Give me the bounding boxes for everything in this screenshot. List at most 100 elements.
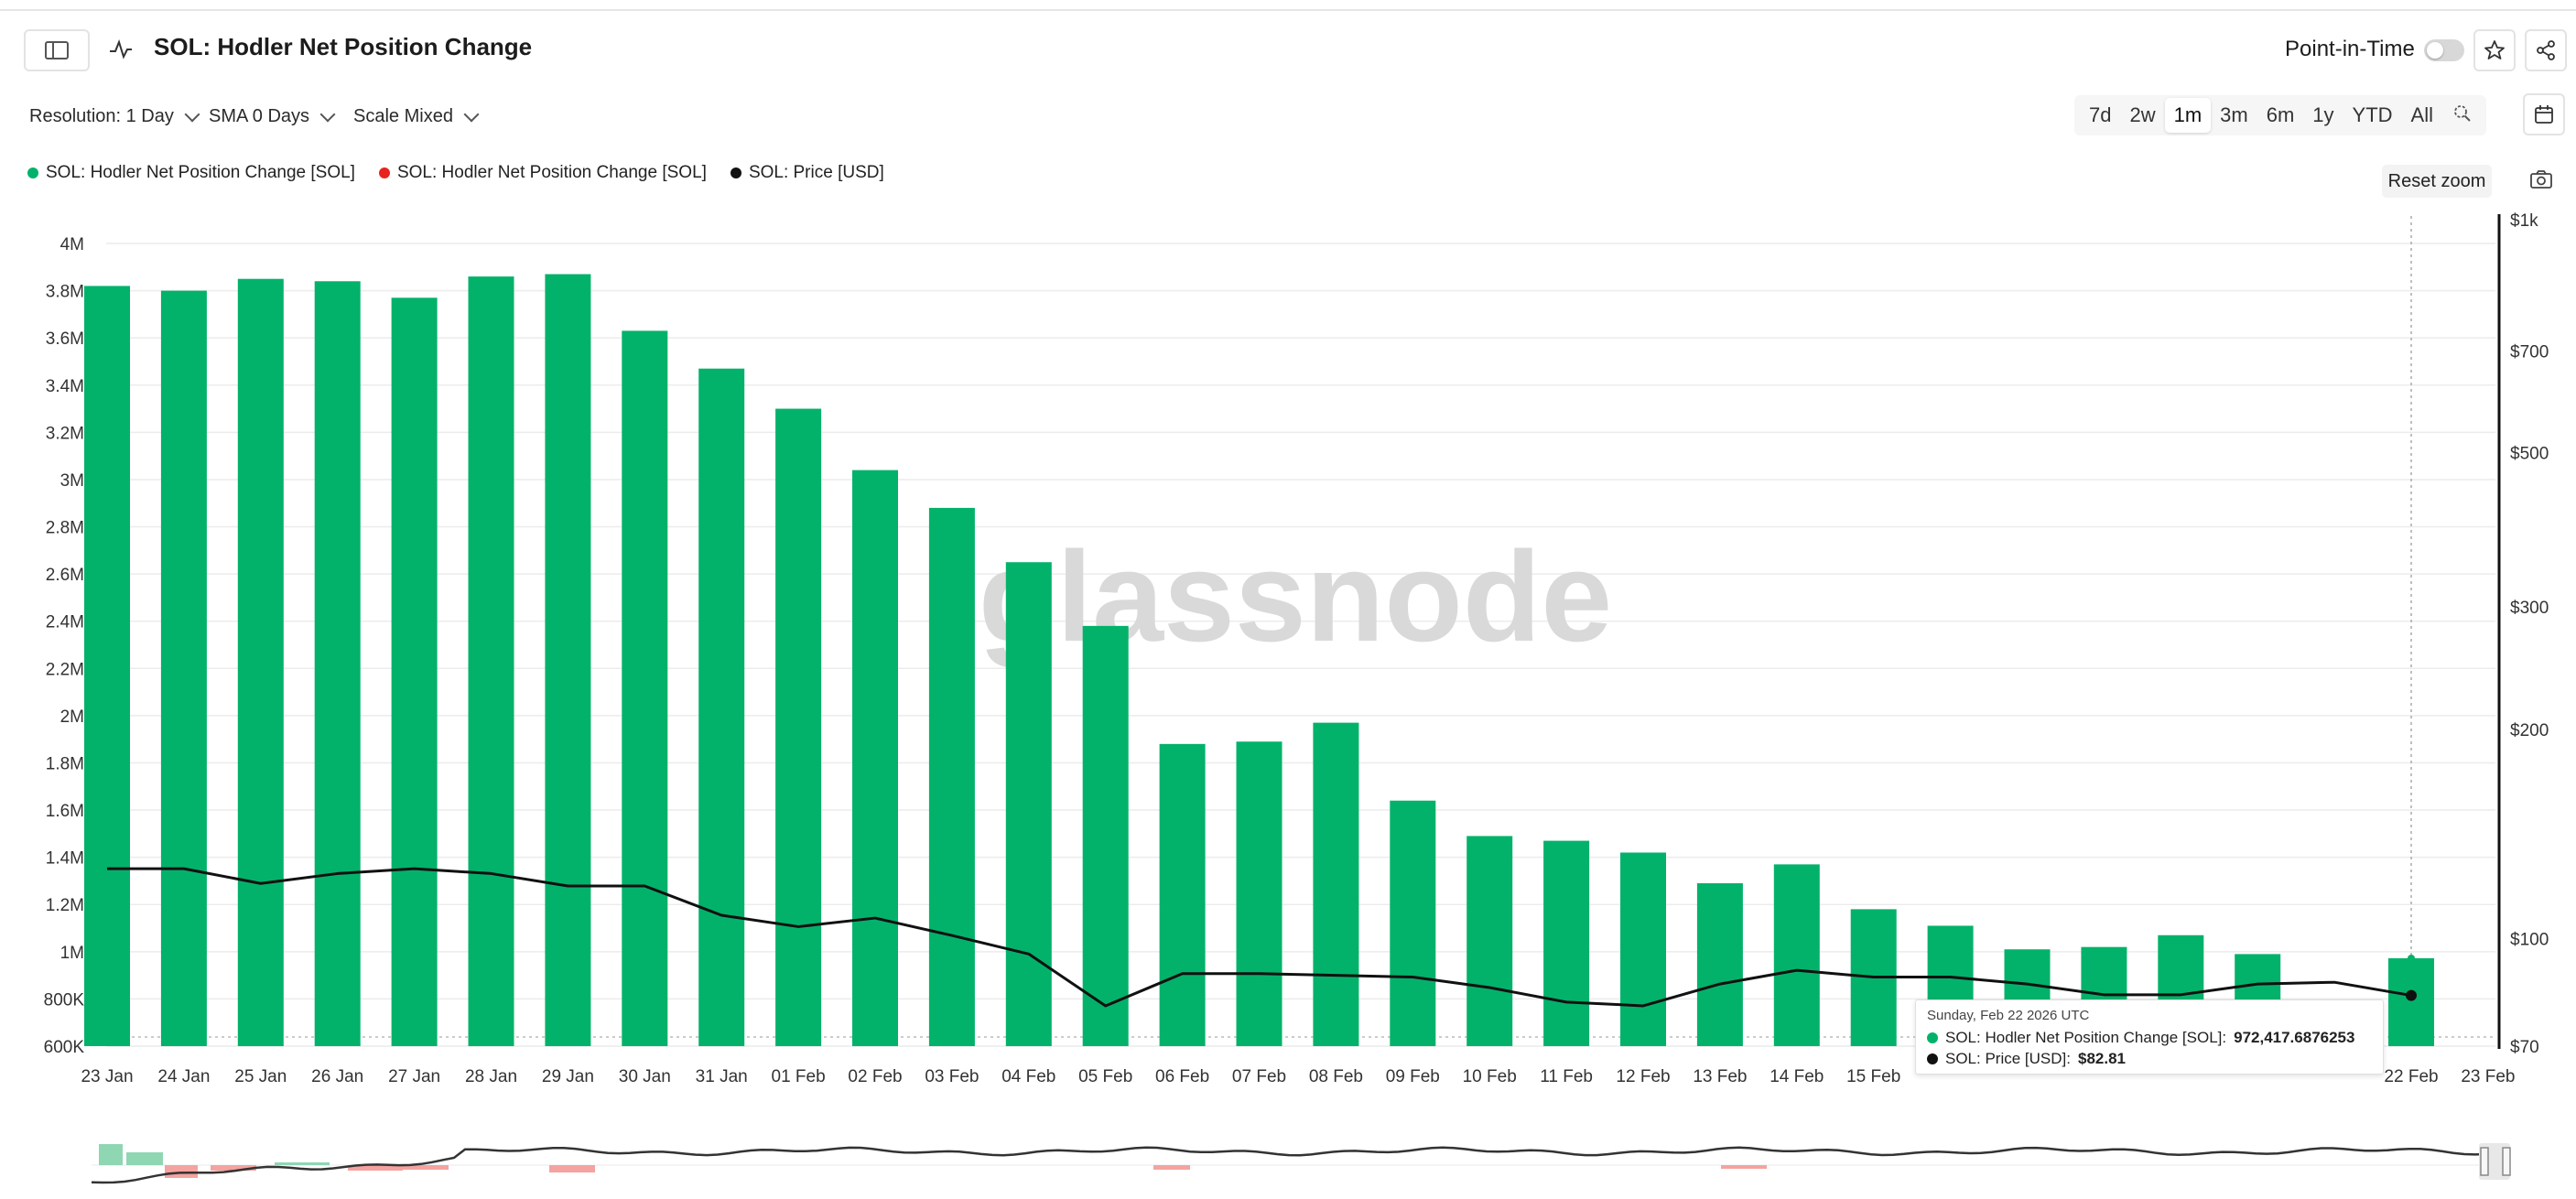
tooltip-price-value: $82.81 — [2077, 1050, 2126, 1067]
y-left-tick-label: 1M — [60, 944, 84, 963]
y-right-tick-label: $100 — [2510, 930, 2549, 949]
tooltip-dot-black — [1927, 1053, 1938, 1064]
y-left-tick-label: 3M — [60, 471, 84, 491]
y-left-tick-label: 3.8M — [46, 283, 84, 302]
reset-zoom-button[interactable]: Reset zoom — [2382, 165, 2492, 198]
bar — [1390, 800, 1436, 1046]
navigator-handle-left — [2480, 1147, 2489, 1176]
range-all[interactable]: All — [2410, 103, 2433, 126]
bar — [622, 330, 668, 1046]
x-tick-label: 22 Feb — [2384, 1067, 2438, 1086]
y-left-tick-label: 600K — [44, 1038, 85, 1057]
calendar-icon — [2535, 105, 2553, 124]
x-tick-label: 12 Feb — [1616, 1067, 1670, 1086]
navigator-bar — [1721, 1165, 1767, 1169]
bar — [391, 297, 438, 1046]
range-ytd[interactable]: YTD — [2352, 103, 2393, 126]
navigator-handle-right — [2502, 1147, 2511, 1176]
x-tick-label: 23 Jan — [81, 1067, 133, 1086]
bar — [1005, 562, 1052, 1046]
x-tick-label: 30 Jan — [619, 1067, 671, 1086]
x-tick-label: 24 Jan — [157, 1067, 210, 1086]
legend-item-net-negative[interactable]: SOL: Hodler Net Position Change [SOL] — [378, 163, 707, 183]
legend-dot-green — [27, 167, 38, 178]
sma-select[interactable]: SMA 0 Days — [209, 106, 336, 127]
x-tick-label: 06 Feb — [1155, 1067, 1209, 1086]
bar — [1236, 741, 1283, 1046]
range-2w[interactable]: 2w — [2129, 103, 2156, 126]
zoom-select-button[interactable] — [2442, 97, 2481, 134]
y-left-tick-label: 2.2M — [46, 660, 84, 679]
y-left-tick-label: 800K — [44, 990, 85, 1010]
range-1y[interactable]: 1y — [2312, 103, 2334, 126]
x-tick-label: 09 Feb — [1386, 1067, 1440, 1086]
x-tick-label: 28 Jan — [465, 1067, 517, 1086]
chart-legend: SOL: Hodler Net Position Change [SOL] SO… — [27, 163, 884, 183]
tooltip-row-net: SOL: Hodler Net Position Change [SOL]: 9… — [1927, 1029, 2372, 1047]
bar — [775, 408, 822, 1046]
camera-icon — [2530, 170, 2552, 189]
x-tick-label: 26 Jan — [311, 1067, 363, 1086]
scale-label: Scale Mixed — [353, 106, 453, 126]
bar — [160, 290, 207, 1046]
bar — [852, 470, 898, 1046]
legend-dot-red — [378, 167, 390, 178]
y-right-tick-label: $300 — [2510, 599, 2549, 618]
bar — [1082, 625, 1129, 1046]
sidebar-toggle-icon — [45, 41, 69, 59]
point-in-time-toggle[interactable] — [2424, 39, 2464, 61]
range-selector: 7d 2w 1m 3m 6m 1y YTD All — [2074, 95, 2486, 135]
bar — [1696, 883, 1743, 1046]
top-divider — [0, 0, 2576, 11]
range-1m[interactable]: 1m — [2164, 98, 2212, 133]
bar-hover-point — [2408, 954, 2415, 962]
bar — [1313, 722, 1359, 1046]
share-button[interactable] — [2525, 29, 2567, 71]
legend-dot-black — [730, 167, 741, 178]
range-7d[interactable]: 7d — [2089, 103, 2112, 126]
screenshot-button[interactable] — [2521, 161, 2561, 198]
x-tick-label: 31 Jan — [696, 1067, 748, 1086]
watermark: glassnode — [979, 524, 1612, 668]
bar — [1543, 840, 1590, 1046]
tooltip-dot-green — [1927, 1032, 1938, 1043]
sidebar-toggle-button[interactable] — [24, 29, 90, 71]
x-tick-label: 02 Feb — [848, 1067, 902, 1086]
bar — [1467, 836, 1513, 1046]
y-left-tick-label: 1.2M — [46, 896, 84, 915]
tooltip-price-label: SOL: Price [USD]: — [1945, 1050, 2071, 1067]
tooltip-net-value: 972,417.6876253 — [2234, 1029, 2355, 1046]
x-tick-label: 13 Feb — [1693, 1067, 1747, 1086]
price-hover-point — [2406, 989, 2417, 1001]
x-tick-label: 04 Feb — [1001, 1067, 1055, 1086]
calendar-button[interactable] — [2523, 93, 2565, 135]
legend-item-net-positive[interactable]: SOL: Hodler Net Position Change [SOL] — [27, 163, 355, 183]
y-left-tick-label: 2.6M — [46, 566, 84, 585]
scale-select[interactable]: Scale Mixed — [353, 106, 480, 127]
x-tick-label: 11 Feb — [1540, 1067, 1593, 1086]
y-left-tick-label: 3.6M — [46, 329, 84, 349]
x-tick-label: 29 Jan — [542, 1067, 594, 1086]
navigator-price-line — [91, 1146, 2487, 1184]
bar — [237, 278, 284, 1046]
range-6m[interactable]: 6m — [2266, 103, 2295, 126]
legend-item-price[interactable]: SOL: Price [USD] — [730, 163, 884, 183]
tooltip-net-label: SOL: Hodler Net Position Change [SOL]: — [1945, 1029, 2227, 1046]
x-tick-label: 14 Feb — [1770, 1067, 1824, 1086]
x-tick-label: 07 Feb — [1232, 1067, 1286, 1086]
y-left-tick-label: 3.2M — [46, 424, 84, 443]
navigator-bar — [1153, 1165, 1190, 1170]
share-icon — [2537, 40, 2555, 60]
favorite-button[interactable] — [2473, 29, 2516, 71]
x-tick-label: 23 Feb — [2461, 1067, 2515, 1086]
x-tick-label: 08 Feb — [1309, 1067, 1363, 1086]
bar — [468, 276, 514, 1046]
point-in-time-label: Point-in-Time — [2285, 37, 2415, 61]
y-right-tick-label: $200 — [2510, 721, 2549, 740]
y-left-tick-label: 1.4M — [46, 849, 84, 869]
range-3m[interactable]: 3m — [2220, 103, 2248, 126]
legend-label: SOL: Price [USD] — [748, 163, 884, 182]
bar — [928, 507, 975, 1046]
resolution-select[interactable]: Resolution: 1 Day — [29, 106, 200, 127]
